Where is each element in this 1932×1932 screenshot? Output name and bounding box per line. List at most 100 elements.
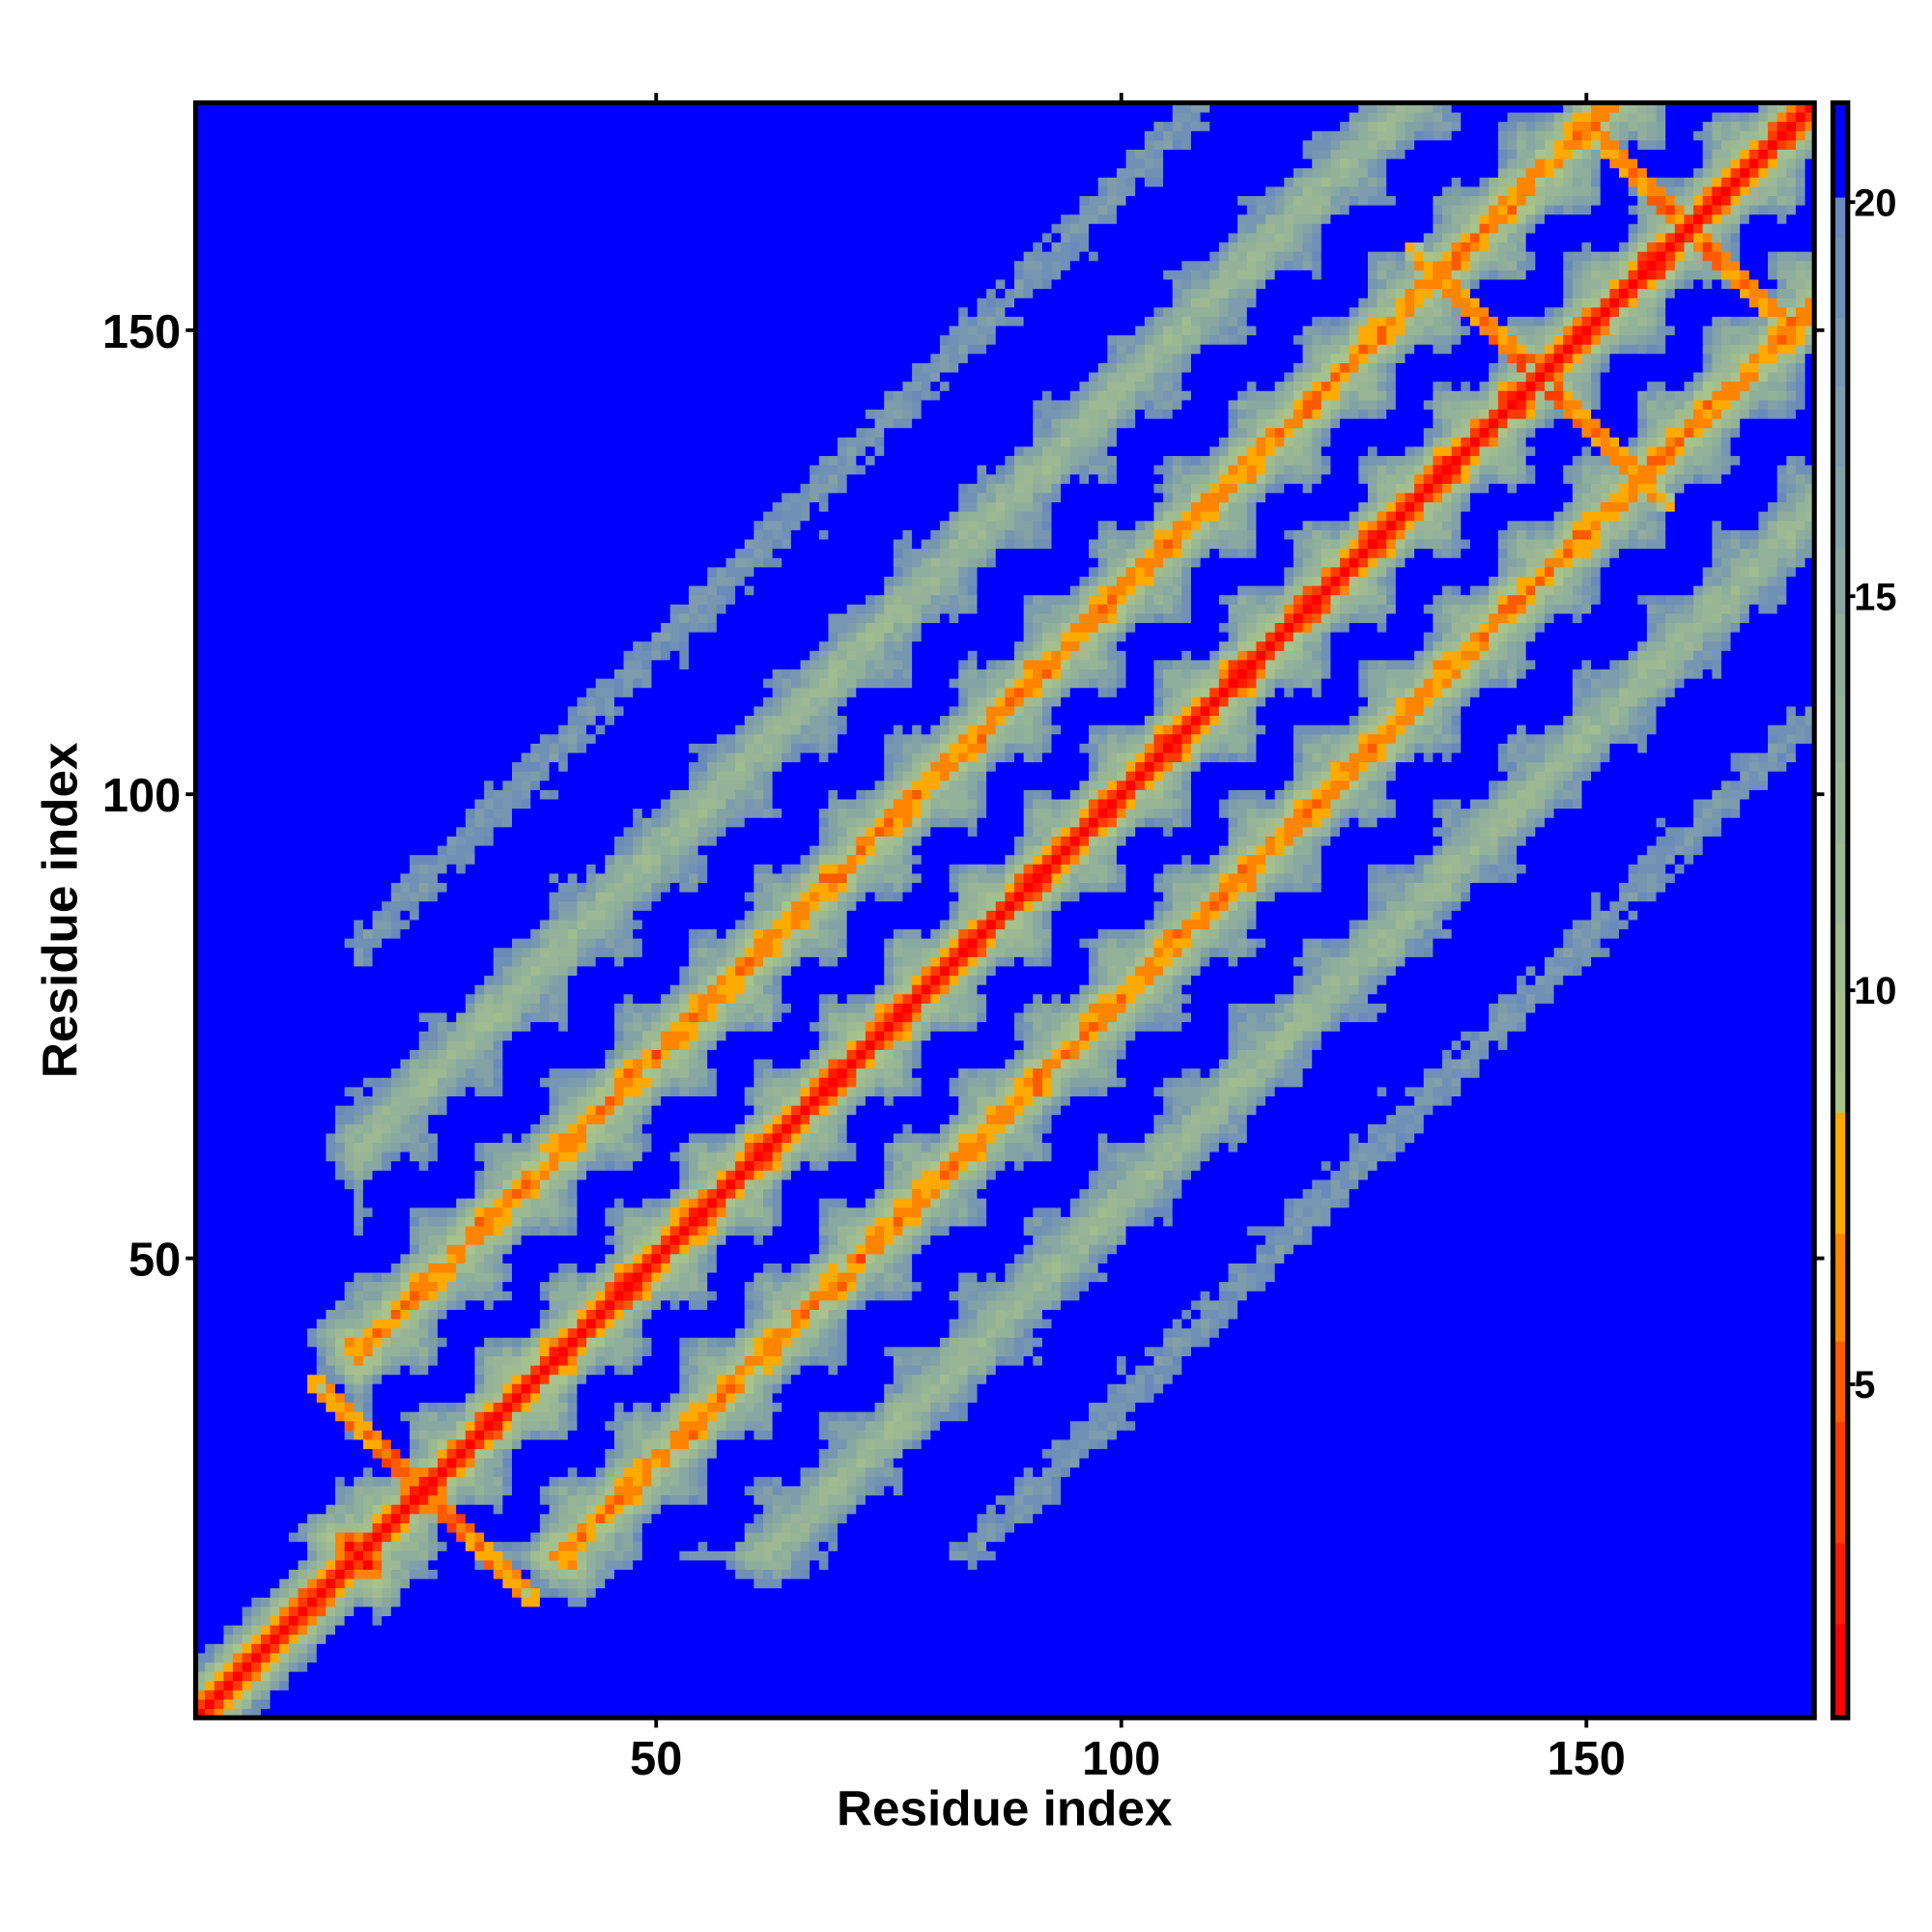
heatmap-cell — [958, 947, 969, 957]
heatmap-cell — [530, 1355, 541, 1366]
heatmap-cell — [1079, 1021, 1090, 1032]
heatmap-cell — [1033, 1207, 1053, 1217]
heatmap-cell — [1525, 1021, 1815, 1032]
heatmap-cell — [465, 1466, 475, 1477]
heatmap-cell — [1051, 993, 1062, 1004]
heatmap-cell — [753, 1299, 764, 1310]
heatmap-cell — [772, 1291, 792, 1301]
heatmap-cell — [874, 1207, 885, 1217]
heatmap-cell — [800, 864, 810, 874]
heatmap-cell — [781, 993, 820, 1004]
heatmap-cell — [362, 1327, 374, 1338]
heatmap-cell — [763, 1077, 774, 1088]
heatmap-cell — [446, 1253, 457, 1264]
heatmap-cell — [707, 1235, 718, 1245]
heatmap-cell — [1200, 892, 1210, 902]
heatmap-cell — [567, 1188, 578, 1199]
heatmap-cell — [521, 1374, 531, 1384]
heatmap-cell — [697, 1059, 708, 1069]
heatmap-cell — [605, 1160, 615, 1171]
heatmap-cell — [986, 1142, 997, 1152]
heatmap-cell — [474, 984, 485, 995]
heatmap-cell — [613, 947, 634, 957]
heatmap-cell — [1014, 1299, 1025, 1310]
heatmap-cell — [921, 1430, 931, 1440]
heatmap-cell — [800, 1059, 810, 1069]
heatmap-cell — [1517, 1021, 1527, 1032]
heatmap-cell — [1172, 1170, 1182, 1180]
heatmap-cell — [790, 928, 802, 939]
heatmap-cell — [772, 1383, 782, 1394]
heatmap-cell — [1116, 984, 1146, 995]
heatmap-cell — [195, 1160, 336, 1171]
heatmap-cell — [1061, 1466, 1071, 1477]
heatmap-cell — [1405, 1086, 1415, 1096]
heatmap-cell — [484, 1170, 495, 1180]
heatmap-cell — [735, 956, 746, 967]
heatmap-cell — [818, 993, 829, 1004]
heatmap-cell — [521, 1188, 531, 1199]
heatmap-cell — [344, 1392, 355, 1404]
heatmap-cell — [884, 1031, 895, 1041]
heatmap-cell — [902, 1012, 913, 1023]
heatmap-cell — [846, 1494, 857, 1505]
heatmap-cell — [763, 928, 782, 939]
heatmap-cell — [679, 854, 690, 865]
heatmap-cell — [372, 1504, 383, 1515]
heatmap-cell — [446, 1466, 457, 1477]
heatmap-cell — [1367, 965, 1378, 977]
heatmap-cell — [511, 1160, 523, 1171]
heatmap-cell — [205, 1708, 215, 1719]
heatmap-cell — [753, 938, 774, 949]
heatmap-cell — [856, 1253, 867, 1264]
heatmap-cell — [633, 928, 690, 939]
heatmap-cell — [577, 1383, 680, 1394]
heatmap-cell — [865, 1466, 876, 1477]
heatmap-cell — [1265, 1253, 1276, 1264]
heatmap-cell — [893, 975, 903, 985]
heatmap-cell — [493, 1476, 503, 1487]
heatmap-cell — [967, 1392, 978, 1404]
heatmap-cell — [586, 1142, 597, 1152]
heatmap-cell — [818, 928, 829, 939]
heatmap-cell — [382, 1281, 392, 1292]
heatmap-cell — [549, 1513, 559, 1523]
heatmap-cell — [418, 1513, 429, 1523]
heatmap-cell — [818, 1486, 838, 1496]
heatmap-cell — [474, 1346, 485, 1356]
heatmap-cell — [362, 1383, 374, 1394]
heatmap-cell — [651, 1486, 662, 1496]
heatmap-cell — [195, 984, 475, 995]
heatmap-cell — [865, 1244, 885, 1255]
heatmap-cell — [316, 1346, 327, 1356]
heatmap-cell — [456, 1067, 467, 1078]
heatmap-cell — [428, 1513, 439, 1523]
heatmap-cell — [828, 1263, 838, 1273]
heatmap-cell — [930, 1198, 941, 1208]
heatmap-cell — [707, 1021, 718, 1032]
heatmap-cell — [1041, 1059, 1062, 1069]
heatmap-cell — [1302, 984, 1313, 995]
heatmap-cell — [410, 1281, 439, 1292]
heatmap-cell — [846, 1291, 857, 1301]
heatmap-cell — [549, 1559, 559, 1570]
heatmap-cell — [995, 900, 1006, 911]
heatmap-cell — [605, 1253, 615, 1264]
heatmap-cell — [623, 1151, 643, 1162]
heatmap-cell — [781, 1281, 810, 1292]
heatmap-cell — [521, 1160, 541, 1171]
heatmap-cell — [390, 1132, 411, 1144]
heatmap-cell — [446, 1522, 457, 1533]
heatmap-cell — [1302, 872, 1313, 883]
heatmap-cell — [986, 938, 997, 949]
heatmap-cell — [298, 1652, 308, 1663]
heatmap-cell — [1349, 975, 1359, 985]
heatmap-cell — [1181, 975, 1192, 985]
heatmap-cell — [810, 1559, 820, 1570]
heatmap-cell — [502, 1291, 513, 1301]
heatmap-cell — [493, 975, 503, 985]
heatmap-cell — [669, 1411, 680, 1422]
heatmap-cell — [474, 1494, 485, 1505]
heatmap-cell — [270, 1597, 280, 1607]
heatmap-cell — [641, 1031, 662, 1041]
